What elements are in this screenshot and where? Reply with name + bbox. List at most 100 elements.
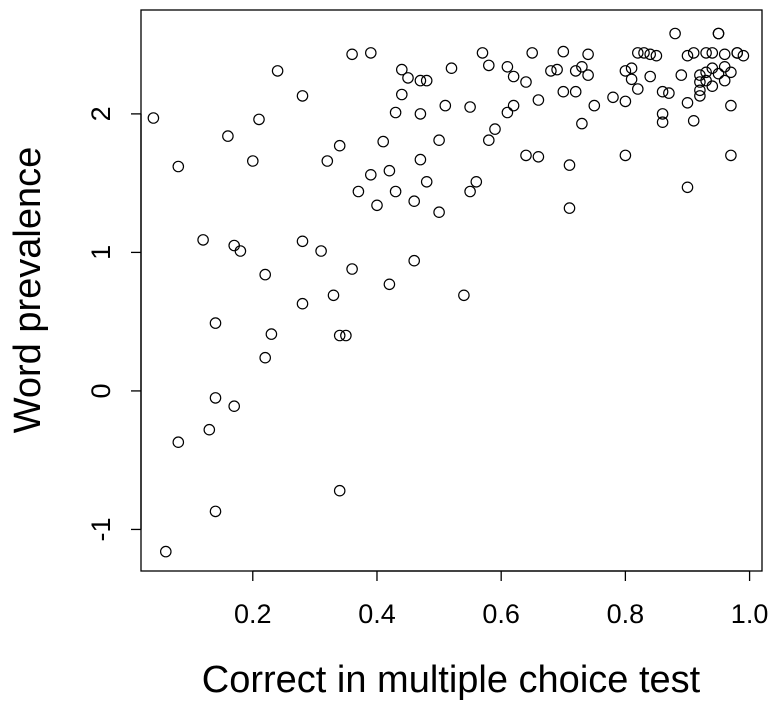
- y-axis-label: Word prevalence: [7, 147, 49, 434]
- data-point: [582, 48, 594, 61]
- data-point: [420, 74, 433, 87]
- data-point: [395, 88, 408, 101]
- data-point: [346, 48, 358, 61]
- data-point: [395, 63, 408, 76]
- data-point: [228, 400, 240, 412]
- y-tick-label: -1: [86, 517, 116, 541]
- data-point: [234, 245, 247, 257]
- data-point: [663, 87, 675, 99]
- data-point: [352, 185, 365, 198]
- data-point: [551, 63, 563, 76]
- data-point: [458, 289, 470, 302]
- data-point: [582, 69, 594, 81]
- data-point: [253, 113, 265, 126]
- x-tick-label: 0.6: [482, 599, 520, 629]
- x-tick-label: 1.0: [731, 599, 768, 629]
- data-point: [433, 206, 445, 218]
- data-point: [296, 297, 309, 310]
- data-point: [371, 199, 383, 212]
- x-axis: 0.2 0.4 0.6 0.8 1.0: [234, 570, 768, 629]
- data-point: [644, 48, 656, 61]
- data-points: [147, 27, 750, 558]
- data-point: [576, 117, 588, 130]
- data-point: [669, 27, 681, 40]
- data-point: [222, 130, 234, 142]
- data-point: [687, 115, 700, 127]
- data-point: [209, 317, 222, 329]
- data-point: [712, 27, 725, 40]
- data-point: [569, 65, 582, 77]
- data-point: [414, 108, 427, 120]
- data-point: [383, 164, 396, 177]
- data-point: [247, 155, 259, 167]
- data-point: [725, 99, 737, 112]
- data-point: [296, 90, 309, 102]
- data-point: [619, 149, 632, 162]
- plot-frame: [140, 9, 763, 572]
- data-point: [675, 69, 688, 81]
- y-tick-label: 0: [86, 383, 116, 398]
- data-point: [625, 62, 638, 74]
- data-point: [408, 254, 420, 267]
- data-point: [588, 99, 601, 112]
- data-point: [420, 176, 433, 188]
- data-point: [694, 90, 706, 102]
- data-point: [650, 49, 663, 62]
- data-point: [576, 61, 588, 73]
- data-point: [259, 268, 271, 281]
- data-point: [656, 116, 669, 128]
- data-point: [209, 392, 222, 404]
- data-point: [725, 149, 737, 162]
- data-point: [507, 70, 520, 83]
- data-point: [482, 59, 495, 72]
- data-point: [172, 436, 185, 448]
- x-tick-label: 0.8: [607, 599, 645, 629]
- data-point: [501, 106, 514, 119]
- data-point: [569, 85, 582, 98]
- data-point: [681, 181, 694, 194]
- data-point: [656, 108, 669, 120]
- data-point: [718, 74, 731, 87]
- data-point: [147, 112, 160, 124]
- data-point: [259, 351, 271, 364]
- data-point: [706, 80, 719, 92]
- data-point: [631, 83, 644, 95]
- data-point: [563, 159, 576, 171]
- data-point: [203, 423, 216, 436]
- data-point: [489, 123, 501, 135]
- data-point: [718, 48, 731, 61]
- data-point: [476, 47, 489, 59]
- data-point: [644, 70, 656, 83]
- data-point: [197, 234, 209, 246]
- data-point: [700, 66, 712, 79]
- data-point: [625, 73, 638, 86]
- data-point: [364, 169, 377, 181]
- data-point: [389, 185, 402, 198]
- data-point: [364, 47, 377, 59]
- data-point: [160, 545, 172, 558]
- data-point: [315, 245, 327, 257]
- data-point: [346, 263, 358, 275]
- data-point: [631, 47, 644, 59]
- data-point: [402, 72, 414, 84]
- data-point: [333, 139, 346, 152]
- data-point: [501, 61, 514, 73]
- data-point: [271, 65, 284, 77]
- data-point: [532, 151, 545, 163]
- data-point: [681, 49, 694, 62]
- data-point: [340, 329, 352, 342]
- data-point: [687, 47, 700, 59]
- data-point: [433, 134, 445, 146]
- data-point: [656, 85, 669, 98]
- data-point: [414, 153, 427, 166]
- y-tick-label: 2: [86, 106, 116, 121]
- data-point: [532, 94, 545, 106]
- data-point: [607, 91, 619, 104]
- data-point: [681, 97, 694, 109]
- data-point: [414, 74, 427, 87]
- data-point: [265, 328, 278, 340]
- data-point: [172, 160, 185, 173]
- x-tick-label: 0.4: [358, 599, 396, 629]
